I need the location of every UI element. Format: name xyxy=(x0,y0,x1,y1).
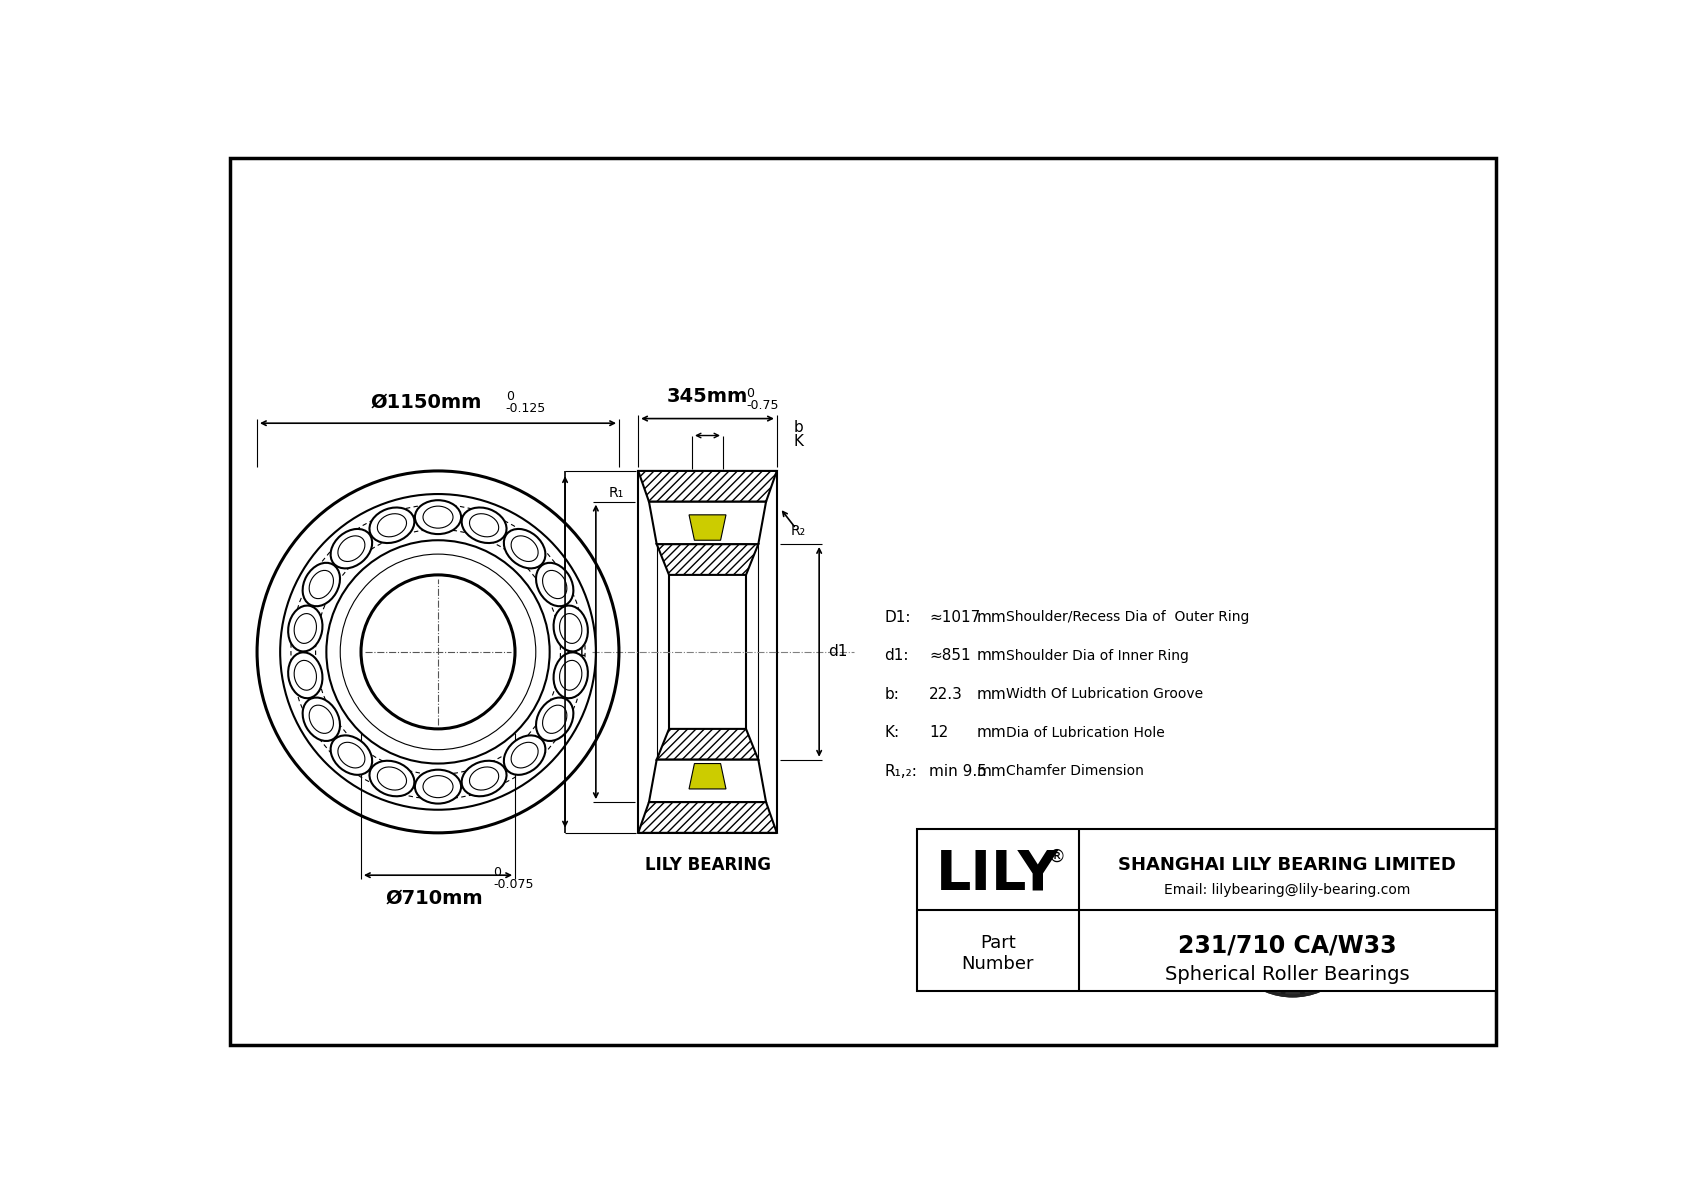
Text: 231/710 CA/W33: 231/710 CA/W33 xyxy=(1179,934,1396,958)
Text: mm: mm xyxy=(977,687,1007,701)
Circle shape xyxy=(1223,854,1364,996)
Bar xyxy=(918,829,1495,991)
Ellipse shape xyxy=(536,563,573,606)
Text: Part
Number: Part Number xyxy=(962,934,1034,973)
Polygon shape xyxy=(689,515,726,541)
Ellipse shape xyxy=(369,507,414,543)
Text: mm: mm xyxy=(977,648,1007,663)
Text: 0: 0 xyxy=(493,866,502,879)
Ellipse shape xyxy=(461,507,507,543)
Text: d1:: d1: xyxy=(884,648,909,663)
Ellipse shape xyxy=(303,698,340,741)
Polygon shape xyxy=(657,729,758,760)
Text: b: b xyxy=(793,419,803,435)
Text: Shoulder Dia of Inner Ring: Shoulder Dia of Inner Ring xyxy=(1007,649,1189,662)
Text: ®: ® xyxy=(1047,848,1066,866)
Ellipse shape xyxy=(504,735,546,775)
Polygon shape xyxy=(648,760,766,802)
Text: b:: b: xyxy=(884,687,899,701)
Text: R₂: R₂ xyxy=(791,524,807,538)
Text: K:: K: xyxy=(884,725,899,741)
Ellipse shape xyxy=(504,529,546,568)
Ellipse shape xyxy=(288,605,322,651)
Text: 22.3: 22.3 xyxy=(930,687,963,701)
Text: 0: 0 xyxy=(505,391,514,404)
Text: LILY BEARING: LILY BEARING xyxy=(645,856,771,874)
Text: Width Of Lubrication Groove: Width Of Lubrication Groove xyxy=(1007,687,1204,701)
Ellipse shape xyxy=(414,769,461,804)
Polygon shape xyxy=(657,544,758,575)
Text: Chamfer Dimension: Chamfer Dimension xyxy=(1007,765,1143,778)
Text: Ø1150mm: Ø1150mm xyxy=(370,393,482,412)
Circle shape xyxy=(1263,896,1322,955)
Text: mm: mm xyxy=(977,610,1007,625)
Polygon shape xyxy=(648,501,766,544)
Text: R₁,₂:: R₁,₂: xyxy=(884,763,918,779)
Text: K: K xyxy=(793,435,803,449)
Text: Shoulder/Recess Dia of  Outer Ring: Shoulder/Recess Dia of Outer Ring xyxy=(1007,610,1250,624)
Ellipse shape xyxy=(414,500,461,534)
Text: ≈1017: ≈1017 xyxy=(930,610,980,625)
Text: D1:: D1: xyxy=(884,610,911,625)
Text: Dia of Lubrication Hole: Dia of Lubrication Hole xyxy=(1007,725,1165,740)
Ellipse shape xyxy=(461,761,507,797)
Text: min 9.5: min 9.5 xyxy=(930,763,987,779)
Text: R₁: R₁ xyxy=(610,486,625,499)
Text: d1: d1 xyxy=(829,644,847,660)
Text: mm: mm xyxy=(977,725,1007,741)
Text: ≈851: ≈851 xyxy=(930,648,972,663)
Text: 0: 0 xyxy=(746,387,754,400)
Ellipse shape xyxy=(303,563,340,606)
Text: Email: lilybearing@lily-bearing.com: Email: lilybearing@lily-bearing.com xyxy=(1164,884,1411,898)
Text: mm: mm xyxy=(977,763,1007,779)
Polygon shape xyxy=(638,802,776,833)
Ellipse shape xyxy=(554,605,588,651)
Ellipse shape xyxy=(288,653,322,698)
Polygon shape xyxy=(638,470,776,501)
Ellipse shape xyxy=(330,735,372,775)
Text: D1: D1 xyxy=(566,644,586,660)
Text: 345mm: 345mm xyxy=(667,387,748,406)
Ellipse shape xyxy=(536,698,573,741)
Polygon shape xyxy=(689,763,726,788)
Text: -0.125: -0.125 xyxy=(505,401,546,414)
Ellipse shape xyxy=(330,529,372,568)
Text: Ø710mm: Ø710mm xyxy=(386,888,483,908)
Text: 12: 12 xyxy=(930,725,948,741)
Ellipse shape xyxy=(369,761,414,797)
Text: -0.075: -0.075 xyxy=(493,878,534,891)
Text: LILY: LILY xyxy=(936,847,1059,902)
Ellipse shape xyxy=(554,653,588,698)
Text: SHANGHAI LILY BEARING LIMITED: SHANGHAI LILY BEARING LIMITED xyxy=(1118,855,1457,873)
Text: Spherical Roller Bearings: Spherical Roller Bearings xyxy=(1165,965,1410,984)
Text: -0.75: -0.75 xyxy=(746,399,778,412)
